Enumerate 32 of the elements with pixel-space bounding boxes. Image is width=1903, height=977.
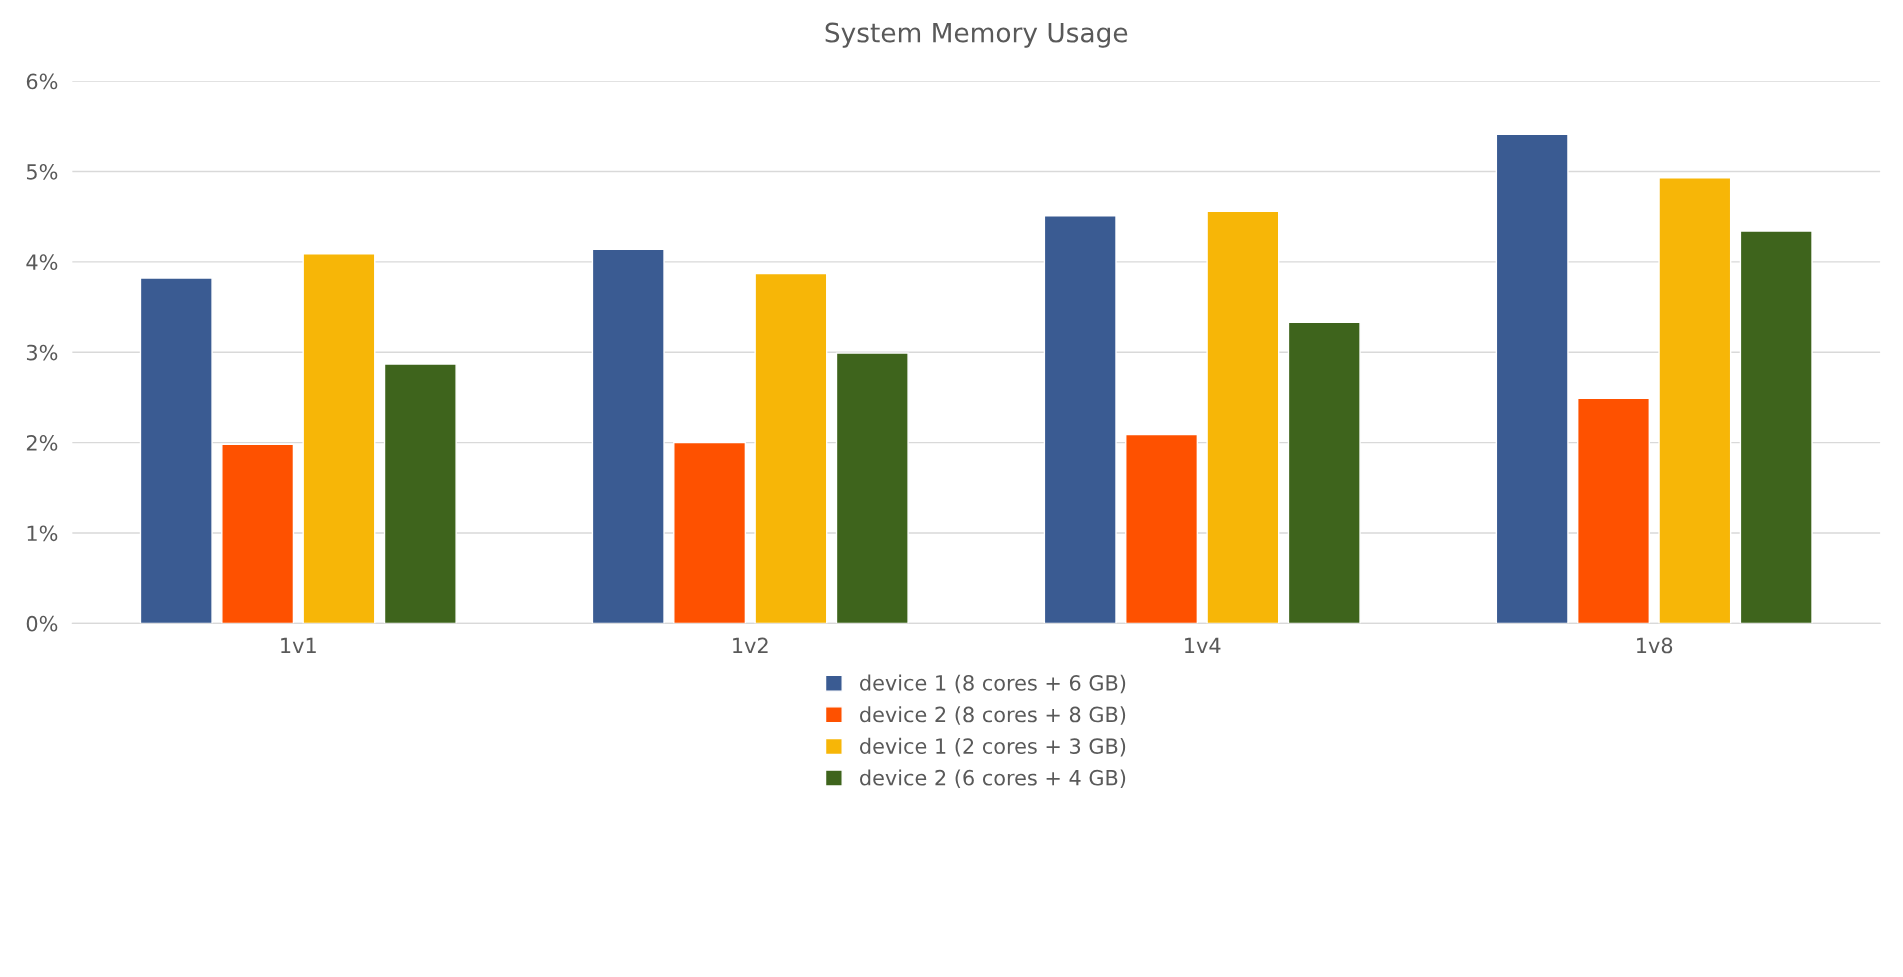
bar (591, 248, 665, 624)
bar (1287, 321, 1361, 624)
y-tick-label: 1% (27, 525, 58, 542)
bar (383, 363, 457, 624)
legend-label: device 1 (2 cores + 3 GB) (860, 737, 1126, 757)
bar (1577, 397, 1650, 624)
bar (1495, 133, 1569, 624)
chart-title: System Memory Usage (825, 22, 1128, 48)
bar (754, 272, 828, 624)
bar (835, 352, 909, 624)
bar (673, 441, 747, 624)
bar (1206, 210, 1280, 624)
bar (1739, 230, 1813, 624)
bar (1658, 177, 1732, 624)
bar (1125, 433, 1199, 624)
x-tick-label: 1v1 (281, 637, 316, 654)
x-tick-label: 1v2 (733, 637, 768, 654)
y-tick-label: 2% (26, 435, 58, 451)
bar (302, 253, 376, 624)
legend-label: device 1 (8 cores + 6 GB) (860, 674, 1126, 694)
bar (1043, 215, 1117, 624)
y-tick-label: 5% (26, 163, 58, 180)
x-tick-label: 1v8 (1637, 637, 1673, 654)
x-tick-label: 1v4 (1185, 637, 1221, 654)
bar (221, 443, 295, 624)
y-tick-label: 3% (26, 344, 58, 361)
legend-label: device 2 (6 cores + 4 GB) (860, 769, 1126, 789)
legend-label: device 2 (8 cores + 8 GB) (860, 706, 1126, 725)
y-tick-label: 4% (26, 254, 58, 271)
y-tick-label: 6% (26, 73, 58, 90)
bar (139, 277, 213, 624)
y-tick-label: 0% (26, 615, 58, 632)
